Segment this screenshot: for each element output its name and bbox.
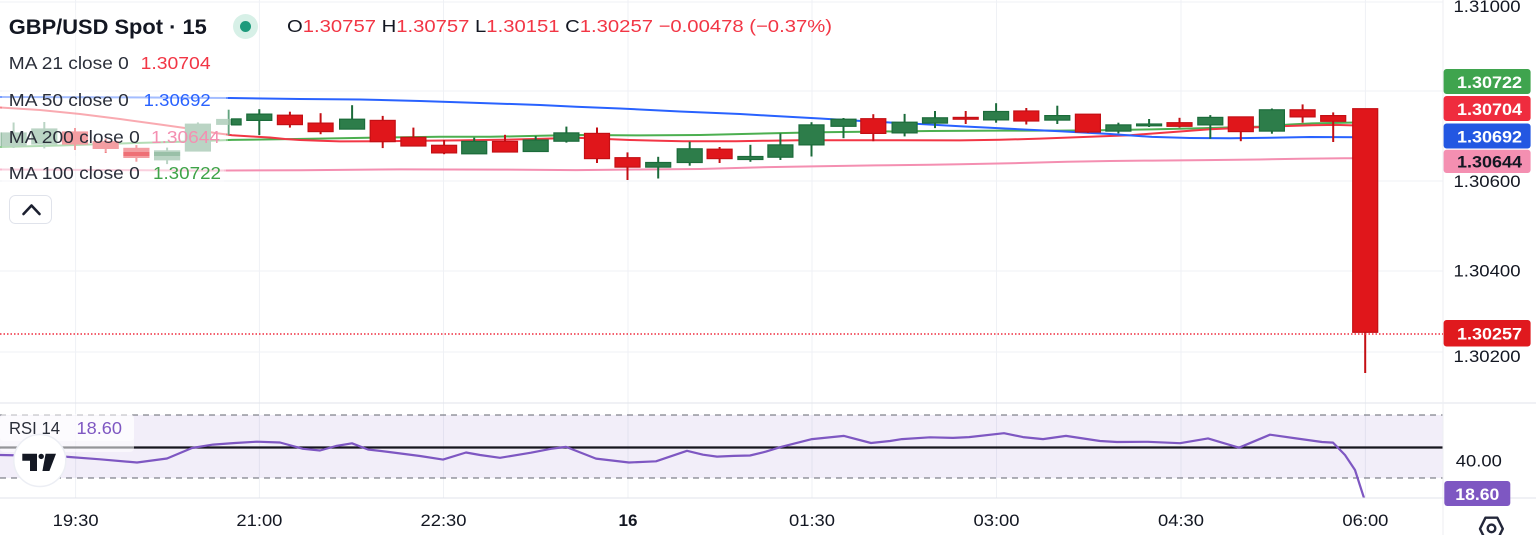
svg-text:18.60: 18.60 [77,418,123,438]
svg-text:1.30704: 1.30704 [141,53,211,73]
svg-text:06:00: 06:00 [1342,511,1388,530]
svg-text:18.60: 18.60 [1455,485,1499,504]
svg-text:1.30200: 1.30200 [1454,347,1521,366]
svg-text:MA 50 close 0: MA 50 close 0 [9,90,129,110]
svg-text:40.00: 40.00 [1456,452,1502,471]
svg-text:GBP/USD Spot · 15: GBP/USD Spot · 15 [9,15,207,39]
svg-text:1.30400: 1.30400 [1454,262,1521,281]
svg-text:RSI 14: RSI 14 [9,418,60,438]
svg-text:16: 16 [619,511,638,530]
svg-text:19:30: 19:30 [53,511,99,530]
svg-text:1.30644: 1.30644 [1457,153,1523,172]
svg-text:1.30722: 1.30722 [1457,73,1522,92]
svg-text:MA 200 close 0: MA 200 close 0 [9,127,140,147]
svg-text:MA 100 close 0: MA 100 close 0 [9,163,140,183]
svg-text:1.30600: 1.30600 [1454,172,1521,191]
svg-text:1.30722: 1.30722 [153,163,221,183]
svg-text:03:00: 03:00 [974,511,1020,530]
svg-text:1.30257: 1.30257 [1457,325,1522,344]
svg-text:1.30692: 1.30692 [1457,127,1522,146]
svg-text:01:30: 01:30 [789,511,835,530]
svg-text:1.30704: 1.30704 [1457,100,1523,119]
svg-text:22:30: 22:30 [421,511,467,530]
svg-text:1.30692: 1.30692 [144,90,211,110]
svg-text:21:00: 21:00 [236,511,282,530]
svg-text:1.31000: 1.31000 [1454,0,1521,16]
svg-text:MA 21 close 0: MA 21 close 0 [9,53,129,73]
svg-text:04:30: 04:30 [1158,511,1204,530]
svg-text:1.30644: 1.30644 [151,127,220,147]
svg-text:O1.30757 H1.30757 L1.30151 C1.: O 1.30757 H 1.30757 L1.30151 C 1.30257 −0.0… [287,16,832,36]
